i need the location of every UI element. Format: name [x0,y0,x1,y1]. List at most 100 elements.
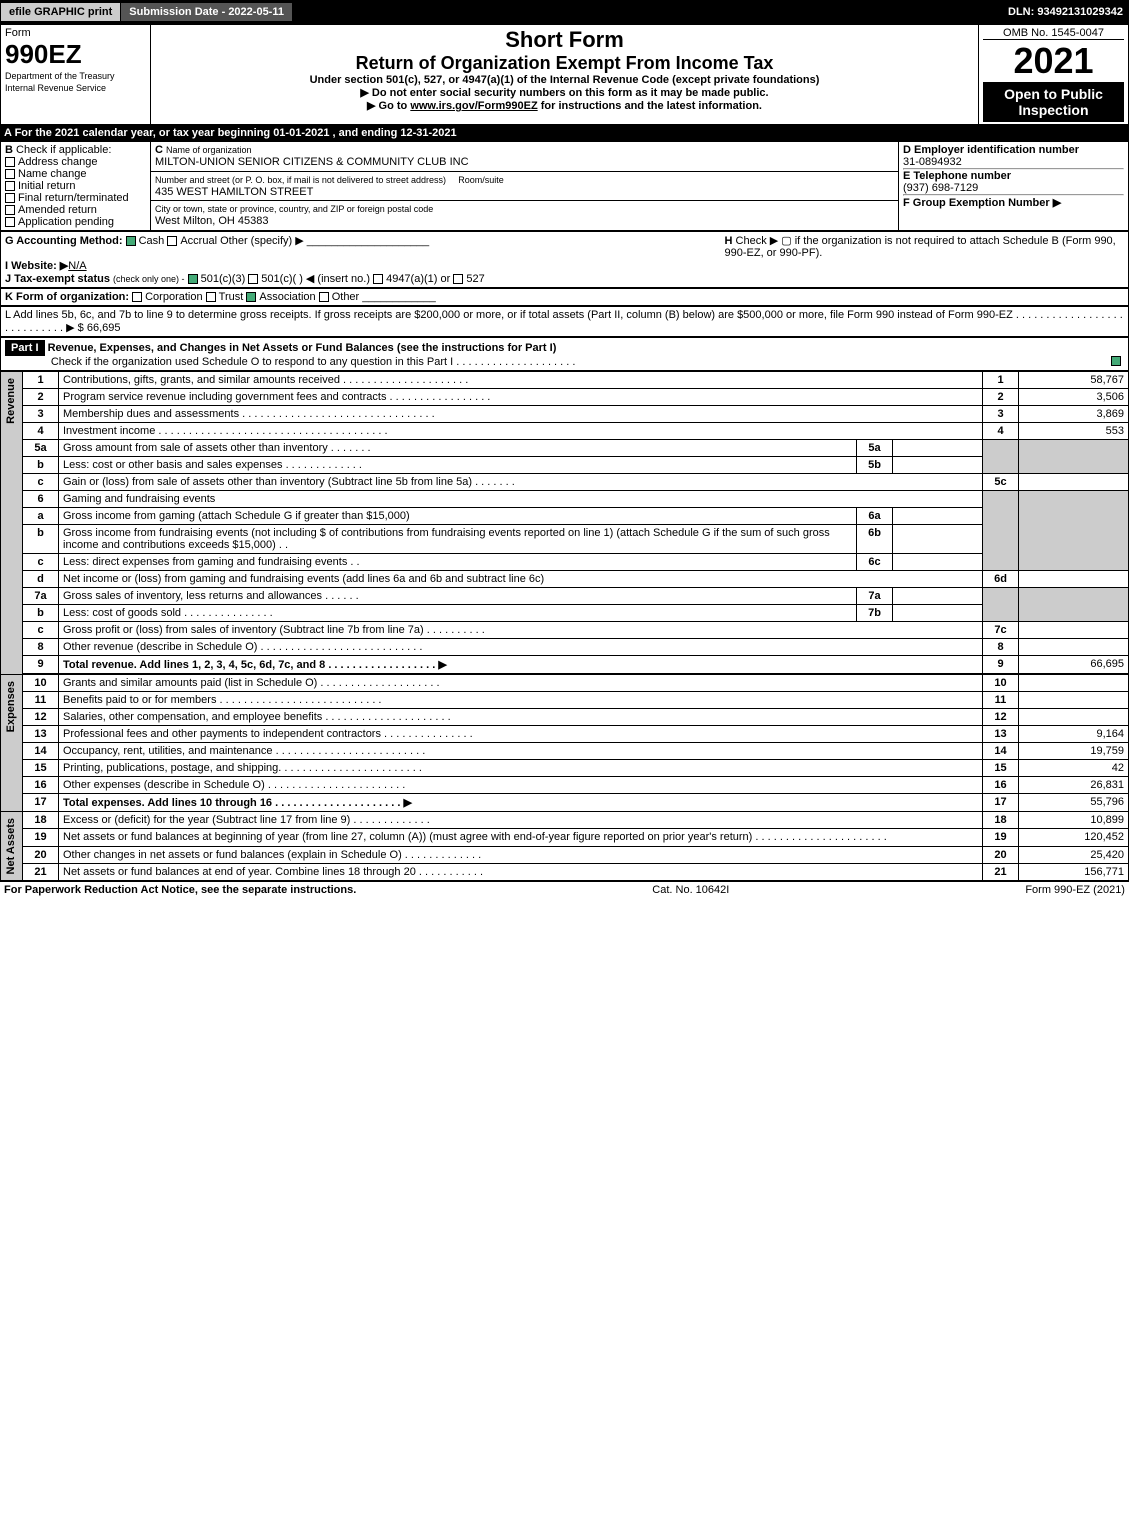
checkbox-cash[interactable] [126,236,136,246]
l1-text: Contributions, gifts, grants, and simila… [59,372,983,389]
checkbox-527[interactable] [453,274,463,284]
mid-5a: 5a [857,440,893,457]
rn-18: 18 [983,812,1019,829]
v-9: 66,695 [1019,656,1129,674]
b-final: Final return/terminated [18,192,129,204]
ln-7b: b [23,605,59,622]
cat-no: Cat. No. 10642I [652,884,729,896]
ln-1: 1 [23,372,59,389]
f-label: F Group Exemption Number ▶ [903,197,1061,209]
v-19: 120,452 [1019,829,1129,846]
l12-text: Salaries, other compensation, and employ… [59,709,983,726]
checkbox-accrual[interactable] [167,236,177,246]
rn-15: 15 [983,760,1019,777]
checkbox-trust[interactable] [206,292,216,302]
l16-text: Other expenses (describe in Schedule O) … [59,777,983,794]
ln-16: 16 [23,777,59,794]
checkbox-schedule-o[interactable] [1111,356,1121,366]
j-small: (check only one) - [113,274,185,284]
v-16: 26,831 [1019,777,1129,794]
mid-7a: 7a [857,588,893,605]
j-501c: 501(c)( ) ◀ (insert no.) [261,273,370,285]
short-form-title: Short Form [155,27,974,53]
k-assoc: Association [259,291,315,303]
checkbox-amended[interactable] [5,205,15,215]
goto-post: for instructions and the latest informat… [538,100,762,112]
l-val: 66,695 [87,322,121,334]
street: 435 WEST HAMILTON STREET [155,186,313,198]
l21-text: Net assets or fund balances at end of ye… [59,864,983,881]
g-other: Other (specify) ▶ [220,235,304,247]
ln-6d: d [23,571,59,588]
checkbox-501c[interactable] [248,274,258,284]
ln-7a: 7a [23,588,59,605]
checkbox-corp[interactable] [132,292,142,302]
city-lbl: City or town, state or province, country… [155,204,433,214]
checkbox-pending[interactable] [5,217,15,227]
v-15: 42 [1019,760,1129,777]
rn-11: 11 [983,692,1019,709]
l15-text: Printing, publications, postage, and shi… [59,760,983,777]
rn-20: 20 [983,846,1019,863]
rn-4: 4 [983,423,1019,440]
l7b-text: Less: cost of goods sold . . . . . . . .… [59,605,857,622]
ln-3: 3 [23,406,59,423]
mid-7b: 7b [857,605,893,622]
part1-header: Part I Revenue, Expenses, and Changes in… [0,337,1129,371]
ln-5b: b [23,457,59,474]
l4-text: Investment income . . . . . . . . . . . … [59,423,983,440]
expenses-label: Expenses [5,677,17,736]
part1-lines: Revenue 1 Contributions, gifts, grants, … [0,371,1129,881]
ln-14: 14 [23,743,59,760]
ln-9: 9 [23,656,59,674]
pra-notice: For Paperwork Reduction Act Notice, see … [4,884,356,896]
e-label: E Telephone number [903,170,1011,182]
v-17: 55,796 [1019,794,1129,812]
ln-15: 15 [23,760,59,777]
rn-21: 21 [983,864,1019,881]
ln-21: 21 [23,864,59,881]
checkbox-assoc[interactable] [246,292,256,302]
v-4: 553 [1019,423,1129,440]
rn-2: 2 [983,389,1019,406]
city-state-zip: West Milton, OH 45383 [155,215,269,227]
l19-text: Net assets or fund balances at beginning… [59,829,983,846]
ln-17: 17 [23,794,59,812]
mid-6c: 6c [857,554,893,571]
l-text: L Add lines 5b, 6c, and 7b to line 9 to … [5,309,1123,334]
street-lbl: Number and street (or P. O. box, if mail… [155,175,446,185]
l13-text: Professional fees and other payments to … [59,726,983,743]
b-check-if: Check if applicable: [16,144,111,156]
rn-12: 12 [983,709,1019,726]
rn-9: 9 [983,656,1019,674]
d-label: D Employer identification number [903,144,1079,156]
checkbox-initial[interactable] [5,181,15,191]
v-13: 9,164 [1019,726,1129,743]
b-name: Name change [18,168,87,180]
checkbox-address-change[interactable] [5,157,15,167]
checkbox-other[interactable] [319,292,329,302]
j-527: 527 [466,273,484,285]
checkbox-final[interactable] [5,193,15,203]
ln-4: 4 [23,423,59,440]
rn-16: 16 [983,777,1019,794]
rn-14: 14 [983,743,1019,760]
checkbox-4947[interactable] [373,274,383,284]
l11-text: Benefits paid to or for members . . . . … [59,692,983,709]
ein: 31-0894932 [903,156,962,168]
tax-year: 2021 [983,40,1124,82]
l-block: L Add lines 5b, 6c, and 7b to line 9 to … [0,306,1129,337]
dept-treasury: Department of the Treasury [5,71,115,81]
goto-url[interactable]: www.irs.gov/Form990EZ [410,100,537,112]
rn-17: 17 [983,794,1019,812]
ln-7c: c [23,622,59,639]
checkbox-name-change[interactable] [5,169,15,179]
l14-text: Occupancy, rent, utilities, and maintena… [59,743,983,760]
rn-8: 8 [983,639,1019,656]
efile-print-button[interactable]: efile GRAPHIC print [0,2,121,22]
dln: DLN: 93492131029342 [1008,6,1129,18]
goto-link: ▶ Go to www.irs.gov/Form990EZ for instru… [155,99,974,112]
rn-13: 13 [983,726,1019,743]
h-text: Check ▶ ▢ if the organization is not req… [725,235,1116,259]
checkbox-501c3[interactable] [188,274,198,284]
